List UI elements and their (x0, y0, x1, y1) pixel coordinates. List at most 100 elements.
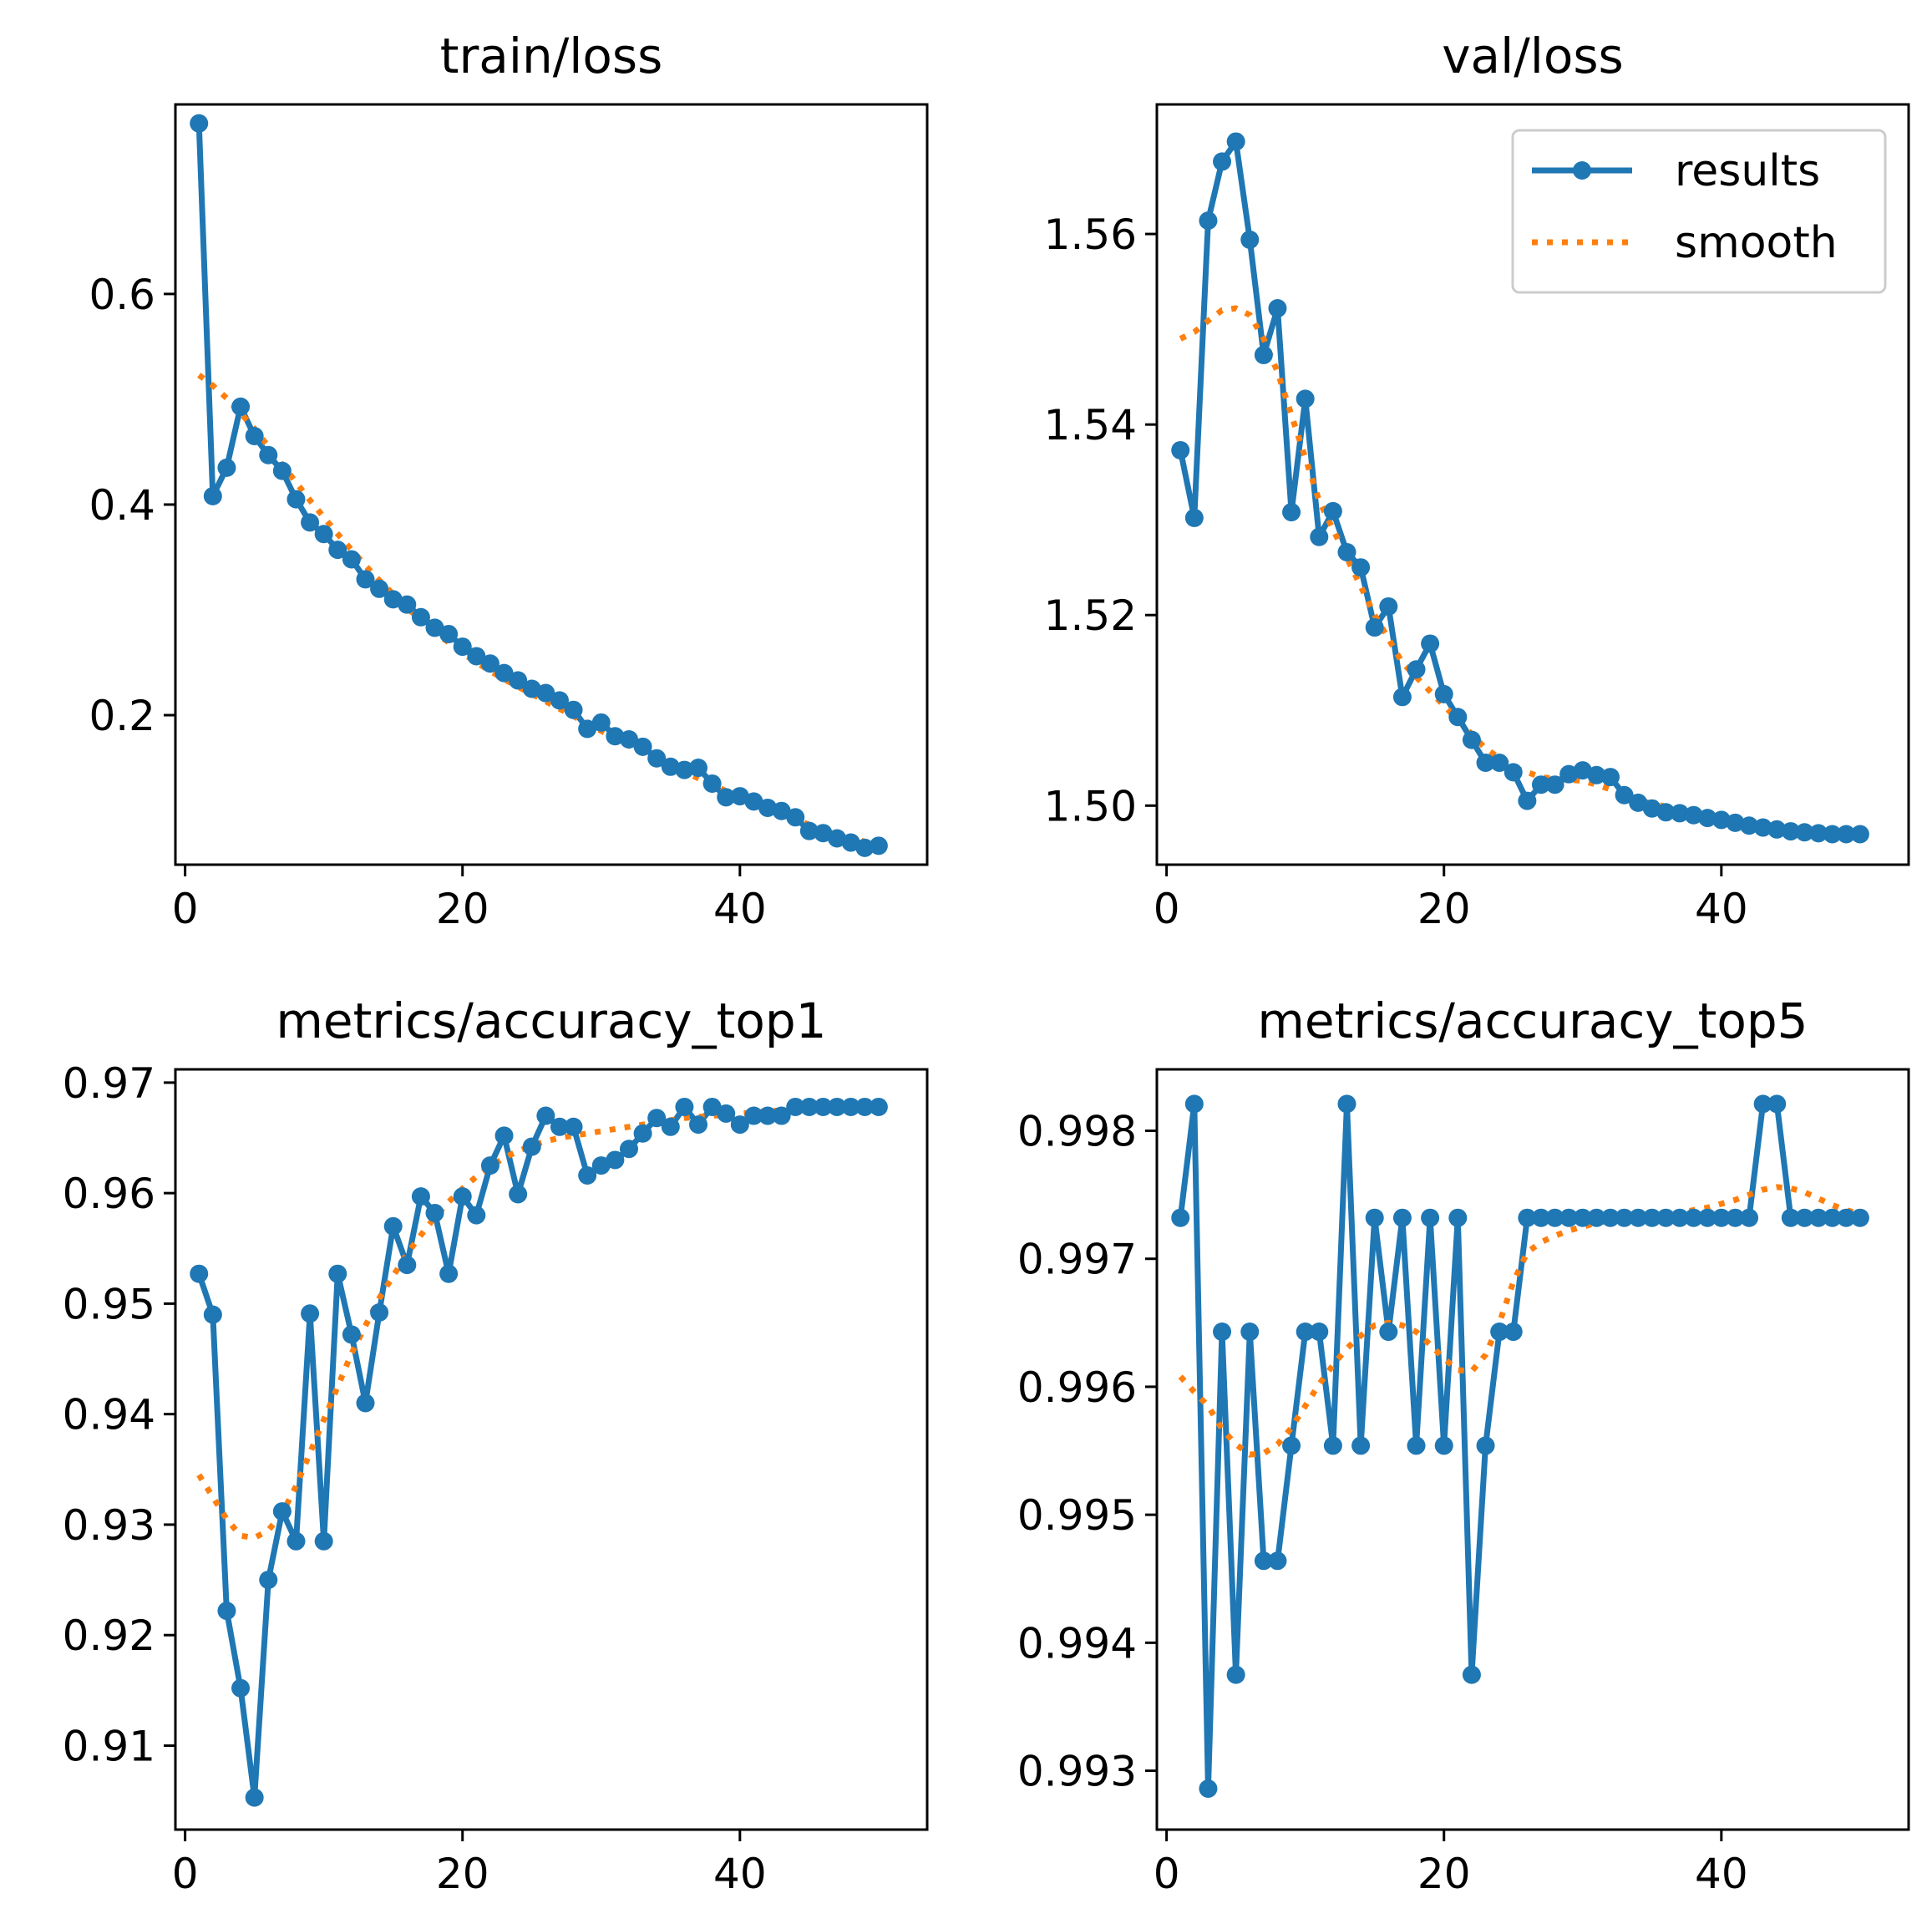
results-point (689, 759, 708, 778)
results-point (245, 427, 264, 446)
results-point (494, 663, 514, 683)
results-point (828, 829, 847, 848)
results-point (190, 1264, 209, 1283)
results-point (1615, 785, 1634, 805)
results-point (522, 679, 541, 698)
results-point (1462, 1665, 1481, 1684)
results-point (1656, 1208, 1676, 1227)
results-point (730, 1115, 749, 1135)
results-point (509, 671, 528, 690)
x-tick-label: 40 (713, 885, 767, 933)
results-point (383, 590, 403, 609)
y-tick-label: 0.95 (63, 1280, 155, 1328)
y-tick-label: 0.997 (1017, 1236, 1137, 1284)
results-point (1296, 1322, 1315, 1342)
results-point (231, 397, 251, 416)
results-point (356, 570, 375, 589)
results-point (606, 727, 625, 746)
results-point (1379, 1322, 1398, 1342)
axes-frame (174, 1068, 929, 1831)
results-point (702, 1097, 722, 1116)
results-point (814, 1097, 833, 1116)
results-point (1740, 816, 1759, 835)
results-point (1850, 1208, 1869, 1227)
results-point (786, 1097, 805, 1116)
results-point (1518, 1208, 1537, 1227)
x-tick-label: 40 (1695, 1850, 1748, 1898)
y-tick-label: 0.6 (89, 271, 155, 319)
results-point (841, 833, 860, 852)
y-tick-label: 1.56 (1044, 211, 1137, 259)
results-point (1490, 1322, 1509, 1342)
chart-title: train/loss (440, 28, 663, 84)
results-point (730, 787, 749, 806)
results-point (203, 486, 222, 505)
x-tick-label: 0 (1154, 1850, 1180, 1898)
results-point (453, 1187, 472, 1206)
panel-val-loss: val/loss 0 20 40 1.50 1.52 1.54 1.56 (1044, 28, 1910, 933)
results-point (1711, 1208, 1731, 1227)
results-point (1753, 818, 1772, 837)
results-point (828, 1097, 847, 1116)
x-tick-label: 20 (436, 885, 489, 933)
results-point (772, 1106, 791, 1125)
results-point (564, 700, 583, 719)
results-point (1587, 765, 1606, 784)
results-point (287, 1531, 306, 1551)
plot-area (190, 114, 888, 857)
panel-train-loss: train/loss 0 20 40 0.2 0.4 0.6 (89, 28, 929, 933)
results-point (1531, 1208, 1550, 1227)
results-point (301, 1304, 320, 1323)
results-point (1531, 775, 1550, 795)
results-point (1850, 825, 1869, 844)
results-point (1490, 753, 1509, 772)
results-point (564, 1117, 583, 1136)
results-point (190, 114, 209, 133)
results-point (1421, 1208, 1440, 1227)
results-point (1421, 634, 1440, 653)
results-point (272, 461, 292, 480)
results-point (1504, 1322, 1523, 1342)
results-point (1171, 1208, 1190, 1227)
results-point (342, 550, 361, 569)
results-point (799, 1097, 819, 1116)
results-point (1753, 1094, 1772, 1114)
results-point (480, 654, 499, 673)
results-point (245, 1788, 264, 1807)
results-point (647, 1109, 667, 1128)
results-point (1629, 793, 1648, 812)
results-point (1559, 1208, 1579, 1227)
y-tick-label: 1.52 (1044, 591, 1137, 640)
legend-results-marker (1573, 161, 1591, 180)
results-point (1240, 230, 1260, 249)
results-point (1573, 761, 1592, 780)
results-point (1268, 299, 1287, 318)
results-point (786, 808, 805, 827)
results-point (1573, 1208, 1592, 1227)
results-point (1809, 1208, 1828, 1227)
y-tick-label: 1.54 (1044, 401, 1137, 449)
results-point (453, 637, 472, 657)
legend: results smooth (1511, 129, 1887, 294)
results-point (231, 1678, 251, 1698)
results-point (1184, 508, 1204, 527)
plot-area (1171, 132, 1869, 844)
results-point (1684, 1208, 1703, 1227)
results-point (1213, 152, 1232, 171)
results-point (1254, 1551, 1273, 1571)
results-point (1476, 1436, 1495, 1455)
results-point (1698, 1208, 1717, 1227)
results-point (411, 607, 430, 627)
results-point (1781, 1208, 1800, 1227)
results-point (287, 490, 306, 509)
results-point (467, 1206, 486, 1225)
y-tick-label: 1.50 (1044, 782, 1137, 830)
chart-title: metrics/accuracy_top1 (276, 992, 826, 1049)
results-point (1337, 542, 1356, 561)
results-point (1809, 824, 1828, 843)
results-point (342, 1325, 361, 1344)
x-tick-label: 0 (1154, 885, 1180, 933)
results-point (1476, 753, 1495, 772)
results-point (425, 1203, 444, 1222)
results-point (1837, 1208, 1856, 1227)
